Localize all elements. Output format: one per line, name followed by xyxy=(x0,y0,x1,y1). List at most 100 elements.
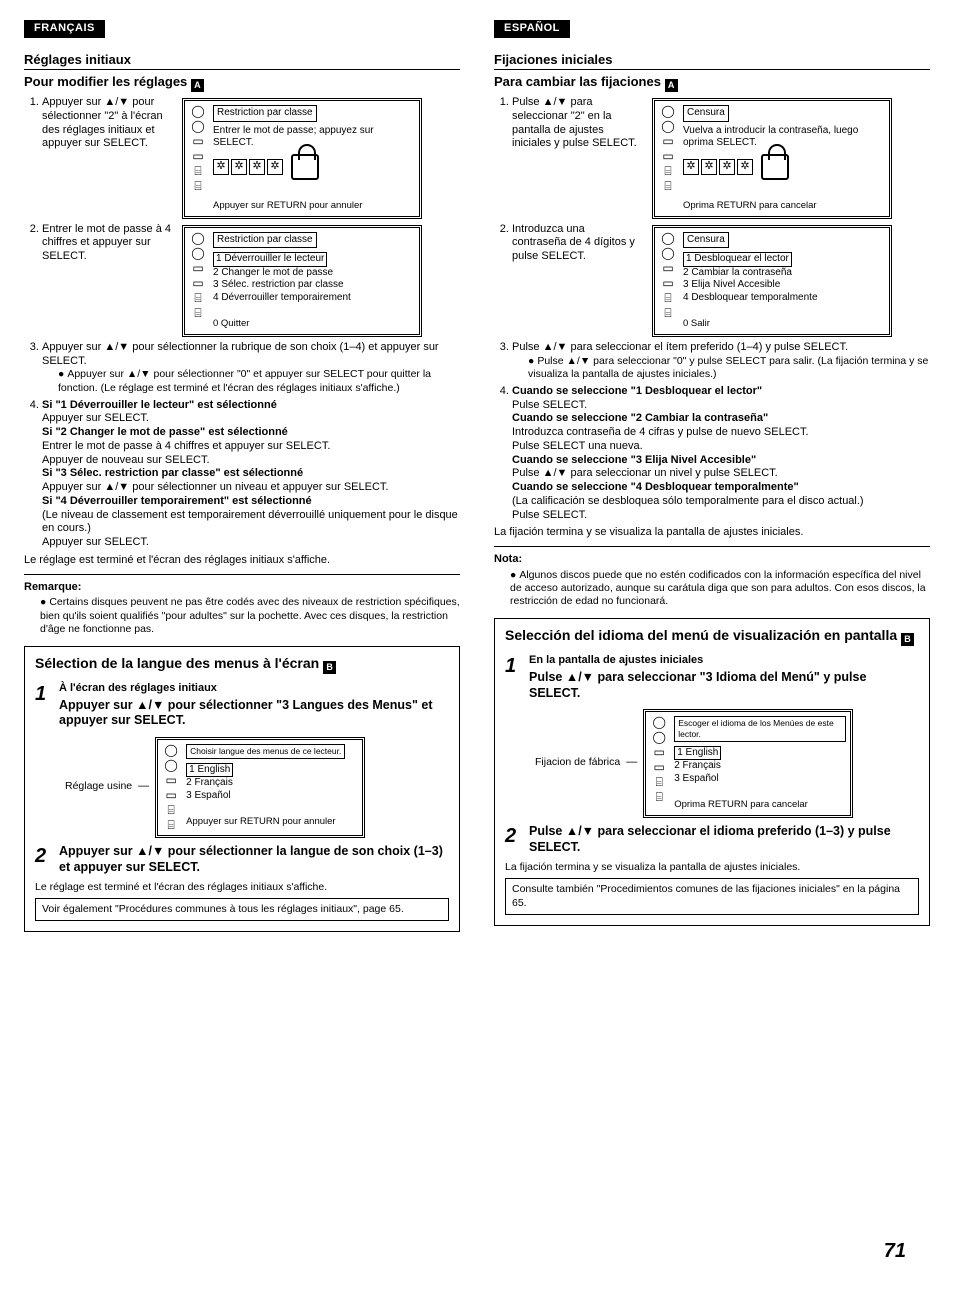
ref-box: Voir également "Procédures communes à to… xyxy=(35,898,449,921)
osd-option: 2 Cambiar la contraseña xyxy=(683,267,885,280)
page-number: 71 xyxy=(884,1239,906,1264)
osd-icon-col: ◯◯▭▭⌸⌸ xyxy=(189,105,207,211)
two-column-layout: FRANÇAIS Réglages initiaux Pour modifier… xyxy=(24,20,930,932)
osd-option-list: 1 Desbloquear el lector 2 Cambiar la con… xyxy=(683,252,885,304)
osd-footer: Appuyer sur RETURN pour annuler xyxy=(213,200,415,212)
box-finish: Le réglage est terminé et l'écran des ré… xyxy=(35,881,449,894)
osd-language-es: ◯◯▭▭⌸⌸ Escoger el idioma de los Menúes d… xyxy=(643,709,853,818)
box-finish: La fijación termina y se visualiza la pa… xyxy=(505,861,919,874)
osd-option: 3 Elija Nivel Accesible xyxy=(683,279,885,292)
osd-lang-option: 3 Español xyxy=(186,790,358,803)
note-heading-es: Nota: xyxy=(494,553,930,567)
osd-password-es: ◯◯▭▭⌸⌸ Censura Vuelva a introducir la co… xyxy=(652,98,892,218)
osd-footer: Appuyer sur RETURN pour annuler xyxy=(186,816,358,828)
osd-option: 4 Desbloquear temporalmente xyxy=(683,292,885,305)
factory-label: Réglage usine xyxy=(65,780,132,793)
case-3-head: Cuando se seleccione "3 Elija Nivel Acce… xyxy=(512,454,930,468)
osd-lang-selected: 1 English xyxy=(674,746,721,761)
osd-footer: Oprima RETURN para cancelar xyxy=(674,799,846,811)
osd-message: Vuelva a introducir la contraseña, luego… xyxy=(683,125,885,150)
osd-footer: 0 Salir xyxy=(683,318,885,330)
ref-box: Consulte también "Procedimientos comunes… xyxy=(505,878,919,914)
step3-text: Appuyer sur ▲/▼ pour sélectionner la rub… xyxy=(42,341,439,367)
subhead-text: Pour modifier les réglages xyxy=(24,74,187,89)
step1-text: Pulse ▲/▼ para seleccionar "2" en la pan… xyxy=(512,96,642,151)
ref-square-b: B xyxy=(901,633,914,646)
step2-text: Introduzca una contraseña de 4 dígitos y… xyxy=(512,223,642,264)
case-4-head: Si "4 Déverrouiller temporairement" est … xyxy=(42,495,460,509)
osd-language-fr: ◯◯▭▭⌸⌸ Choisir langue des menus de ce le… xyxy=(155,737,365,838)
step3-bullet: Pulse ▲/▼ para seleccionar "0" y pulse S… xyxy=(528,355,928,380)
bigstep-1-pre: En la pantalla de ajustes iniciales xyxy=(529,654,919,668)
osd-option-selected: 1 Desbloquear el lector xyxy=(683,252,792,267)
password-mask: ✲ ✲ ✲ ✲ xyxy=(683,159,753,175)
case-2-body2: Pulse SELECT una nueva. xyxy=(512,440,930,454)
osd-option-selected: 1 Déverrouiller le lecteur xyxy=(213,252,327,267)
osd-title: Choisir langue des menus de ce lecteur. xyxy=(186,744,345,759)
case-4-body2: Pulse SELECT. xyxy=(512,509,930,523)
steps-end-es: La fijación termina y se visualiza la pa… xyxy=(494,526,930,540)
case-4-body: (Le niveau de classement est temporairem… xyxy=(42,509,460,537)
osd-title: Escoger el idioma de los Menúes de este … xyxy=(674,716,846,741)
osd-option: 3 Sélec. restriction par classe xyxy=(213,279,415,292)
step1-text: Appuyer sur ▲/▼ pour sélectionner "2" à … xyxy=(42,96,172,151)
osd-title: Restriction par classe xyxy=(213,232,317,249)
bigstep-2-num: 2 xyxy=(505,824,521,855)
osd-option: 2 Changer le mot de passe xyxy=(213,267,415,280)
case-2-head: Si "2 Changer le mot de passe" est sélec… xyxy=(42,426,460,440)
note-text-fr: Certains disques peuvent ne pas être cod… xyxy=(40,596,460,634)
factory-label: Fijacion de fábrica xyxy=(535,756,620,769)
french-column: FRANÇAIS Réglages initiaux Pour modifier… xyxy=(24,20,460,932)
steps-end-fr: Le réglage est terminé et l'écran des ré… xyxy=(24,554,460,568)
box-heading: Sélection de la langue des menus à l'écr… xyxy=(35,655,449,674)
osd-footer: Oprima RETURN para cancelar xyxy=(683,200,885,212)
steps-list-es: Pulse ▲/▼ para seleccionar "2" en la pan… xyxy=(494,96,930,522)
case-2-body: Entrer le mot de passe à 4 chiffres et a… xyxy=(42,440,460,454)
language-box-es: Selección del idioma del menú de visuali… xyxy=(494,618,930,925)
bigstep-1-num: 1 xyxy=(505,654,521,701)
bigstep-2-main: Appuyer sur ▲/▼ pour sélectionner la lan… xyxy=(59,844,449,875)
section-heading-es: Fijaciones iniciales xyxy=(494,52,930,70)
case-1-head: Si "1 Déverrouiller le lecteur" est séle… xyxy=(42,399,460,413)
bigstep-1-main: Appuyer sur ▲/▼ pour sélectionner "3 Lan… xyxy=(59,698,449,729)
bigstep-1-pre: À l'écran des réglages initiaux xyxy=(59,682,449,696)
osd-lang-option: 3 Español xyxy=(674,773,846,786)
osd-lang-option: 2 Français xyxy=(186,777,358,790)
case-4-body2: Appuyer sur SELECT. xyxy=(42,536,460,550)
subhead-text: Para cambiar las fijaciones xyxy=(494,74,661,89)
osd-title: Restriction par classe xyxy=(213,105,317,122)
osd-title: Censura xyxy=(683,232,729,249)
case-2-body2: Appuyer de nouveau sur SELECT. xyxy=(42,454,460,468)
ref-square-a: A xyxy=(665,79,678,92)
bigstep-1-main: Pulse ▲/▼ para seleccionar "3 Idioma del… xyxy=(529,670,919,701)
osd-option-list: 1 Déverrouiller le lecteur 2 Changer le … xyxy=(213,252,415,304)
note-heading-fr: Remarque: xyxy=(24,581,460,595)
lock-icon xyxy=(761,154,789,180)
language-box-fr: Sélection de la langue des menus à l'écr… xyxy=(24,646,460,933)
language-tag-es: ESPAÑOL xyxy=(494,20,570,38)
case-3-head: Si "3 Sélec. restriction par classe" est… xyxy=(42,467,460,481)
step2-text: Entrer le mot de passe à 4 chiffres et a… xyxy=(42,223,172,264)
subsection-heading-es: Para cambiar las fijaciones A xyxy=(494,74,930,92)
osd-password-fr: ◯◯▭▭⌸⌸ Restriction par classe Entrer le … xyxy=(182,98,422,218)
osd-message: Entrer le mot de passe; appuyez sur SELE… xyxy=(213,125,415,150)
osd-lang-selected: 1 English xyxy=(186,763,233,778)
osd-title: Censura xyxy=(683,105,729,122)
spanish-column: ESPAÑOL Fijaciones iniciales Para cambia… xyxy=(494,20,930,932)
case-2-body: Introduzca contraseña de 4 cifras y puls… xyxy=(512,426,930,440)
ref-square-a: A xyxy=(191,79,204,92)
steps-list-fr: Appuyer sur ▲/▼ pour sélectionner "2" à … xyxy=(24,96,460,550)
bigstep-2-num: 2 xyxy=(35,844,51,875)
bigstep-1-num: 1 xyxy=(35,682,51,729)
note-text-es: Algunos discos puede que no estén codifi… xyxy=(510,569,926,607)
osd-menu-fr: ◯◯▭▭⌸⌸ Restriction par classe 1 Déverrou… xyxy=(182,225,422,337)
ref-square-b: B xyxy=(323,661,336,674)
language-tag-fr: FRANÇAIS xyxy=(24,20,105,38)
case-4-body: (La calificación se desbloquea sólo temp… xyxy=(512,495,930,509)
step3-text: Pulse ▲/▼ para seleccionar el ítem prefe… xyxy=(512,341,848,353)
step3-bullet: Appuyer sur ▲/▼ pour sélectionner "0" et… xyxy=(58,368,431,393)
password-mask: ✲ ✲ ✲ ✲ xyxy=(213,159,283,175)
box-heading: Selección del idioma del menú de visuali… xyxy=(505,627,919,646)
case-3-body: Pulse ▲/▼ para seleccionar un nivel y pu… xyxy=(512,467,930,481)
osd-menu-es: ◯◯▭▭⌸⌸ Censura 1 Desbloquear el lector 2… xyxy=(652,225,892,337)
